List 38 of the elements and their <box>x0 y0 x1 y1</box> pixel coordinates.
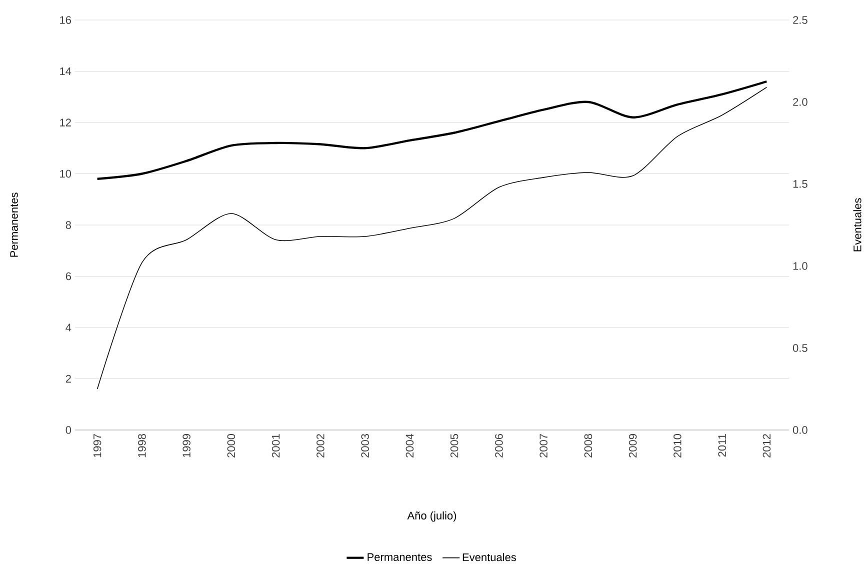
y2-tick-label: 1.0 <box>793 262 808 270</box>
y2-tick-label: 2.5 <box>793 16 808 24</box>
x-tick-label: 2010 <box>674 434 682 458</box>
y-tick-label: 10 <box>60 170 72 178</box>
x-tick-label: 2008 <box>584 434 592 458</box>
y-tick-label: 8 <box>66 221 72 229</box>
x-tick-label: 2011 <box>718 434 726 457</box>
y2-tick-label: 2.0 <box>793 98 808 106</box>
x-tick-label: 2002 <box>316 434 324 458</box>
x-tick-label: 2012 <box>762 434 771 458</box>
y-tick-label: 14 <box>60 67 72 76</box>
x-tick-label: 2007 <box>540 434 548 458</box>
y2-tick-label: 0.0 <box>792 426 808 434</box>
x-tick-label: 1998 <box>138 434 146 458</box>
y-tick-label: 2 <box>66 374 71 383</box>
x-tick-label: 1999 <box>182 434 190 458</box>
y2-axis-title: Eventuales <box>853 198 862 252</box>
x-tick-label: 2006 <box>495 434 503 458</box>
x-tick-label: 2009 <box>628 434 637 458</box>
y2-tick-label: 0.5 <box>792 344 808 352</box>
y-tick-label: 0 <box>66 426 72 434</box>
x-axis-title: Año (julio) <box>407 511 456 522</box>
line-series <box>96 86 768 390</box>
x-tick-label: 2005 <box>450 434 458 458</box>
y-tick-label: 6 <box>66 272 72 280</box>
y2-tick-label: 1.5 <box>793 180 808 188</box>
y-tick-label: 4 <box>66 324 72 332</box>
line-series <box>96 80 768 180</box>
x-tick-label: 2000 <box>227 434 236 458</box>
legend-label: Permanentes <box>368 553 432 561</box>
legend-label: Eventuales <box>462 553 516 562</box>
x-tick-label: 2001 <box>272 434 280 458</box>
x-tick-label: 1997 <box>93 434 102 458</box>
y-tick-label: 16 <box>60 16 71 24</box>
x-tick-label: 2003 <box>361 434 369 458</box>
y-axis-title: Permanentes <box>10 192 18 257</box>
y-tick-label: 12 <box>60 118 71 126</box>
x-tick-label: 2004 <box>406 434 414 458</box>
